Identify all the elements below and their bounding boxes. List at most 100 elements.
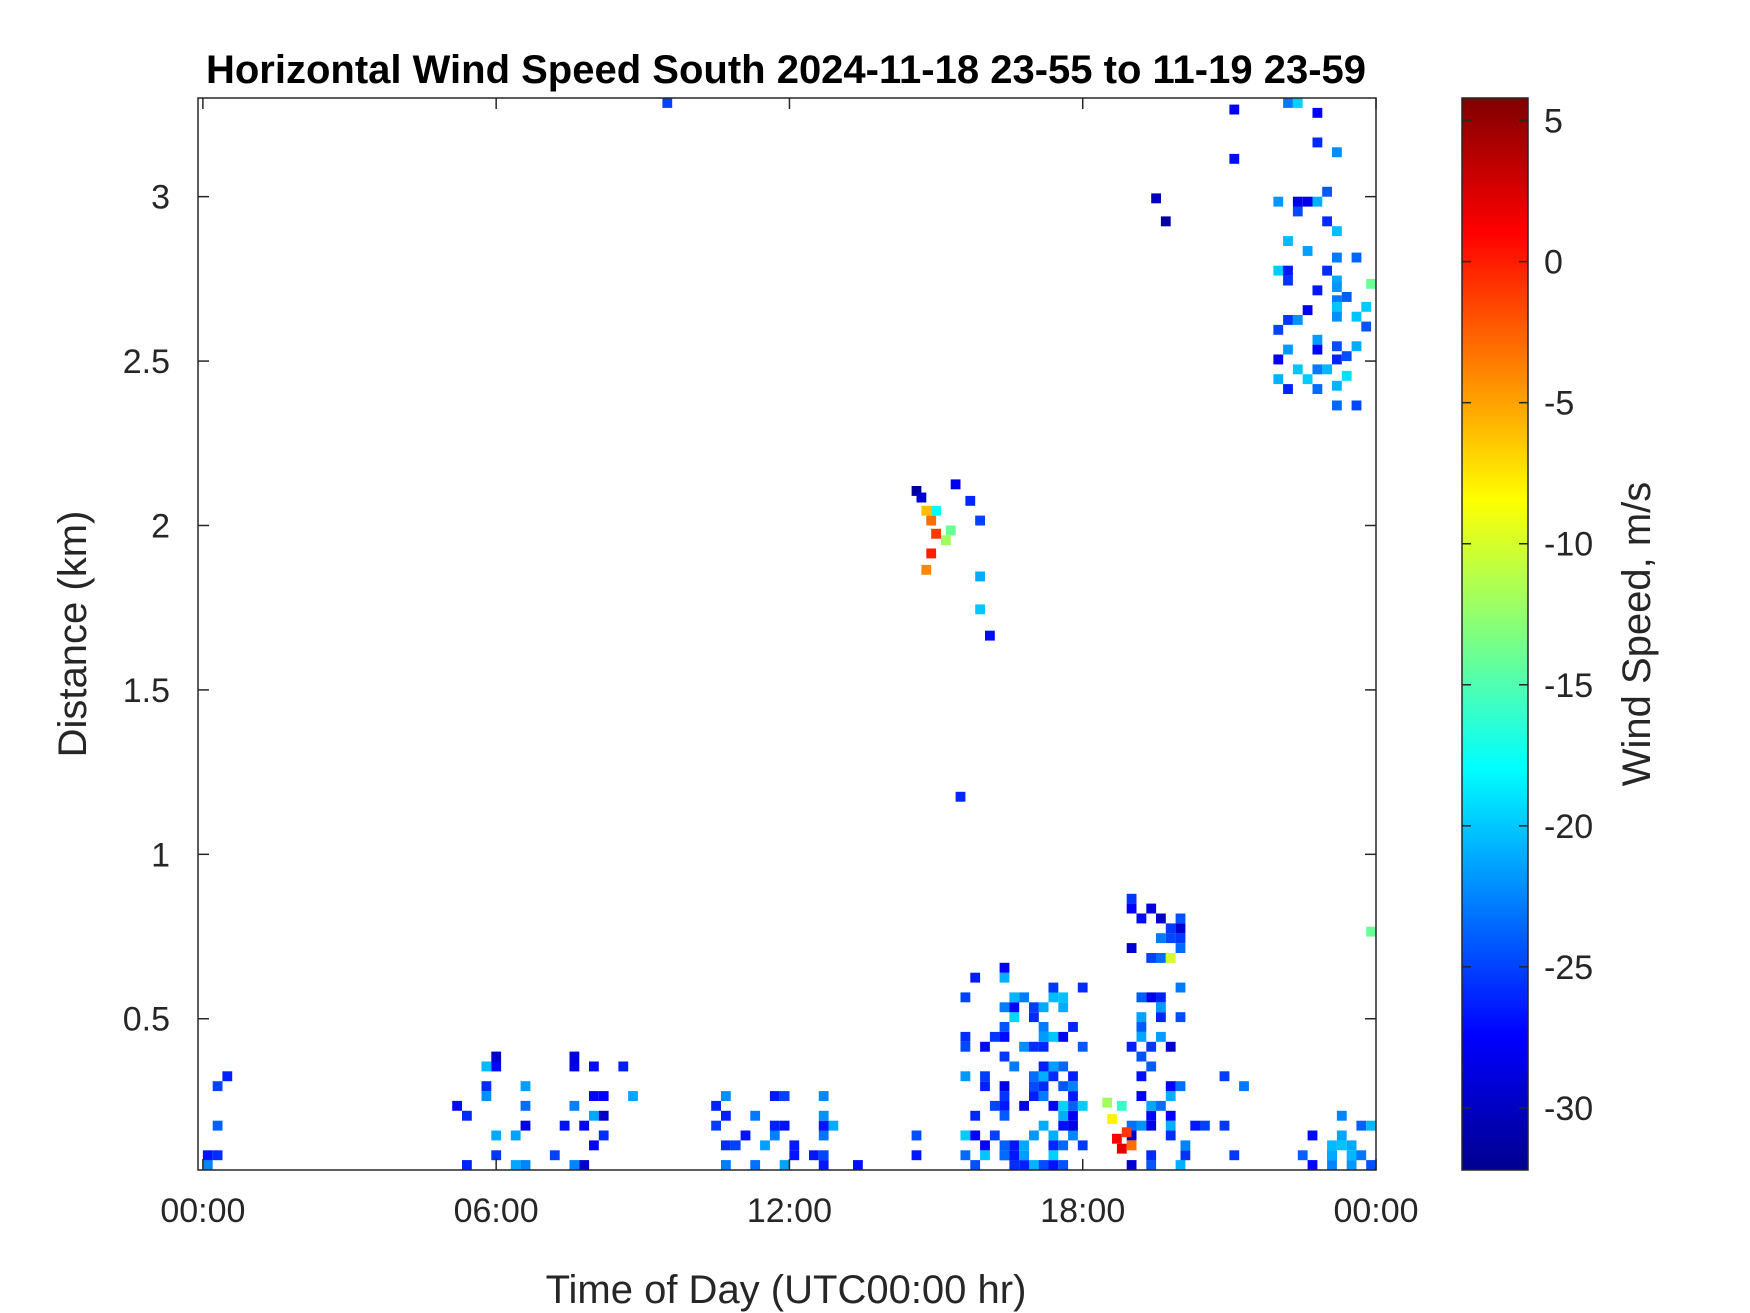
heatmap-cell	[818, 1110, 829, 1121]
heatmap-cell	[721, 1091, 731, 1101]
heatmap-cell	[1029, 1160, 1039, 1170]
heatmap-cell	[1126, 943, 1137, 953]
heatmap-cell	[1146, 1100, 1157, 1111]
heatmap-cell	[1077, 1041, 1088, 1052]
heatmap-cell	[1038, 1091, 1049, 1101]
heatmap-cell	[1146, 992, 1157, 1003]
heatmap-cell	[1156, 1031, 1166, 1042]
heatmap-cell	[520, 1100, 531, 1111]
heatmap-cell	[1077, 1100, 1088, 1111]
heatmap-cell	[740, 1130, 751, 1141]
heatmap-cell	[975, 515, 985, 526]
heatmap-cell	[1346, 1160, 1357, 1170]
heatmap-cell	[1121, 1127, 1132, 1138]
heatmap-cell	[569, 1061, 580, 1072]
heatmap-cell	[462, 1160, 472, 1170]
heatmap-cell	[1312, 344, 1323, 355]
heatmap-cell	[1307, 1130, 1318, 1141]
heatmap-cell	[1302, 374, 1313, 385]
heatmap-cell	[1165, 933, 1176, 944]
colorbar-tick-label: -10	[1544, 526, 1593, 564]
heatmap-cell	[1366, 278, 1376, 289]
heatmap-cell	[1332, 341, 1342, 352]
x-tick-label: 06:00	[454, 1192, 539, 1230]
heatmap-cell	[1116, 1100, 1127, 1111]
heatmap-cell	[579, 1120, 590, 1131]
heatmap-cell	[1175, 982, 1186, 993]
heatmap-cell	[1292, 196, 1303, 207]
heatmap-cell	[1029, 1071, 1039, 1082]
heatmap-cell	[569, 1160, 580, 1170]
heatmap-cell	[520, 1081, 531, 1092]
heatmap-cell	[980, 1041, 990, 1052]
heatmap-cell	[853, 1160, 863, 1170]
heatmap-cell	[589, 1140, 599, 1151]
heatmap-cell	[1336, 1130, 1347, 1141]
heatmap-cell	[1029, 1002, 1039, 1013]
colorbar-ticks: 5 0 -5 -10 -15 -20 -25 -30	[1462, 103, 1593, 1128]
heatmap-cell	[711, 1100, 721, 1111]
heatmap-cell	[1058, 1120, 1069, 1131]
heatmap-cell	[202, 1150, 213, 1161]
heatmap-cell	[1175, 913, 1186, 924]
x-axis: 00:00 06:00 12:00 18:00 00:00	[160, 98, 1419, 1230]
heatmap-cell	[1361, 321, 1372, 332]
heatmap-cell	[1156, 1100, 1166, 1111]
heatmap-cell	[1160, 216, 1171, 227]
heatmap-cell	[789, 1150, 800, 1161]
heatmap-cell	[212, 1150, 223, 1161]
heatmap-cell	[1058, 1160, 1069, 1170]
heatmap-cell	[520, 1120, 531, 1131]
heatmap-cell	[1302, 305, 1313, 316]
heatmap-cell	[1146, 953, 1157, 963]
colorbar-tick-label: -30	[1544, 1090, 1593, 1128]
heatmap-cell	[1156, 913, 1166, 924]
colorbar	[1461, 97, 1529, 1171]
heatmap-cell	[980, 1071, 990, 1082]
heatmap-cell	[1038, 1022, 1049, 1032]
heatmap-cell	[1332, 301, 1342, 312]
heatmap-cell	[491, 1051, 502, 1062]
heatmap-cell	[980, 1081, 990, 1092]
y-tick-label: 2	[151, 507, 170, 545]
heatmap-cell	[1048, 1150, 1059, 1161]
heatmap-cell	[598, 1110, 609, 1121]
heatmap-cell	[510, 1130, 521, 1141]
heatmap-cell	[1136, 992, 1147, 1003]
heatmap-cell	[1156, 953, 1166, 963]
heatmap-cell	[818, 1150, 829, 1161]
heatmap-cell	[1058, 1140, 1069, 1151]
heatmap-cell	[1009, 1061, 1020, 1072]
heatmap-cell	[589, 1091, 599, 1101]
heatmap-cell	[1151, 193, 1161, 204]
heatmap-cell	[911, 1150, 922, 1161]
heatmap-cell	[1136, 1071, 1147, 1082]
heatmap-cell	[779, 1120, 790, 1131]
heatmap-cell	[1136, 1012, 1147, 1023]
heatmap-cell	[980, 1140, 990, 1151]
heatmap-cell	[960, 1130, 971, 1141]
heatmap-cell	[1283, 98, 1293, 108]
heatmap-cell	[1038, 1081, 1049, 1092]
heatmap-cell	[1038, 1041, 1049, 1052]
heatmap-cell	[1229, 104, 1240, 115]
heatmap-cell	[1273, 354, 1284, 365]
heatmap-cell	[452, 1100, 462, 1111]
heatmap-cell	[589, 1110, 599, 1121]
heatmap-cell	[618, 1061, 629, 1072]
heatmap-cell	[1312, 334, 1323, 345]
heatmap-cell	[1165, 1081, 1176, 1092]
heatmap-cell	[1307, 1160, 1318, 1170]
heatmap-cell	[1126, 1140, 1137, 1151]
heatmap-cell	[1146, 903, 1157, 914]
heatmap-cell	[481, 1081, 492, 1092]
heatmap-cell	[999, 1150, 1010, 1161]
heatmap-cell	[960, 1041, 971, 1052]
heatmap-cell	[1068, 1100, 1078, 1111]
heatmap-cell	[1048, 1061, 1059, 1072]
heatmap-cell	[1156, 1002, 1166, 1013]
heatmap-cell	[960, 1031, 971, 1042]
heatmap-cell	[549, 1150, 560, 1161]
heatmap-cell	[1332, 226, 1342, 237]
heatmap-cell	[1112, 1133, 1122, 1144]
